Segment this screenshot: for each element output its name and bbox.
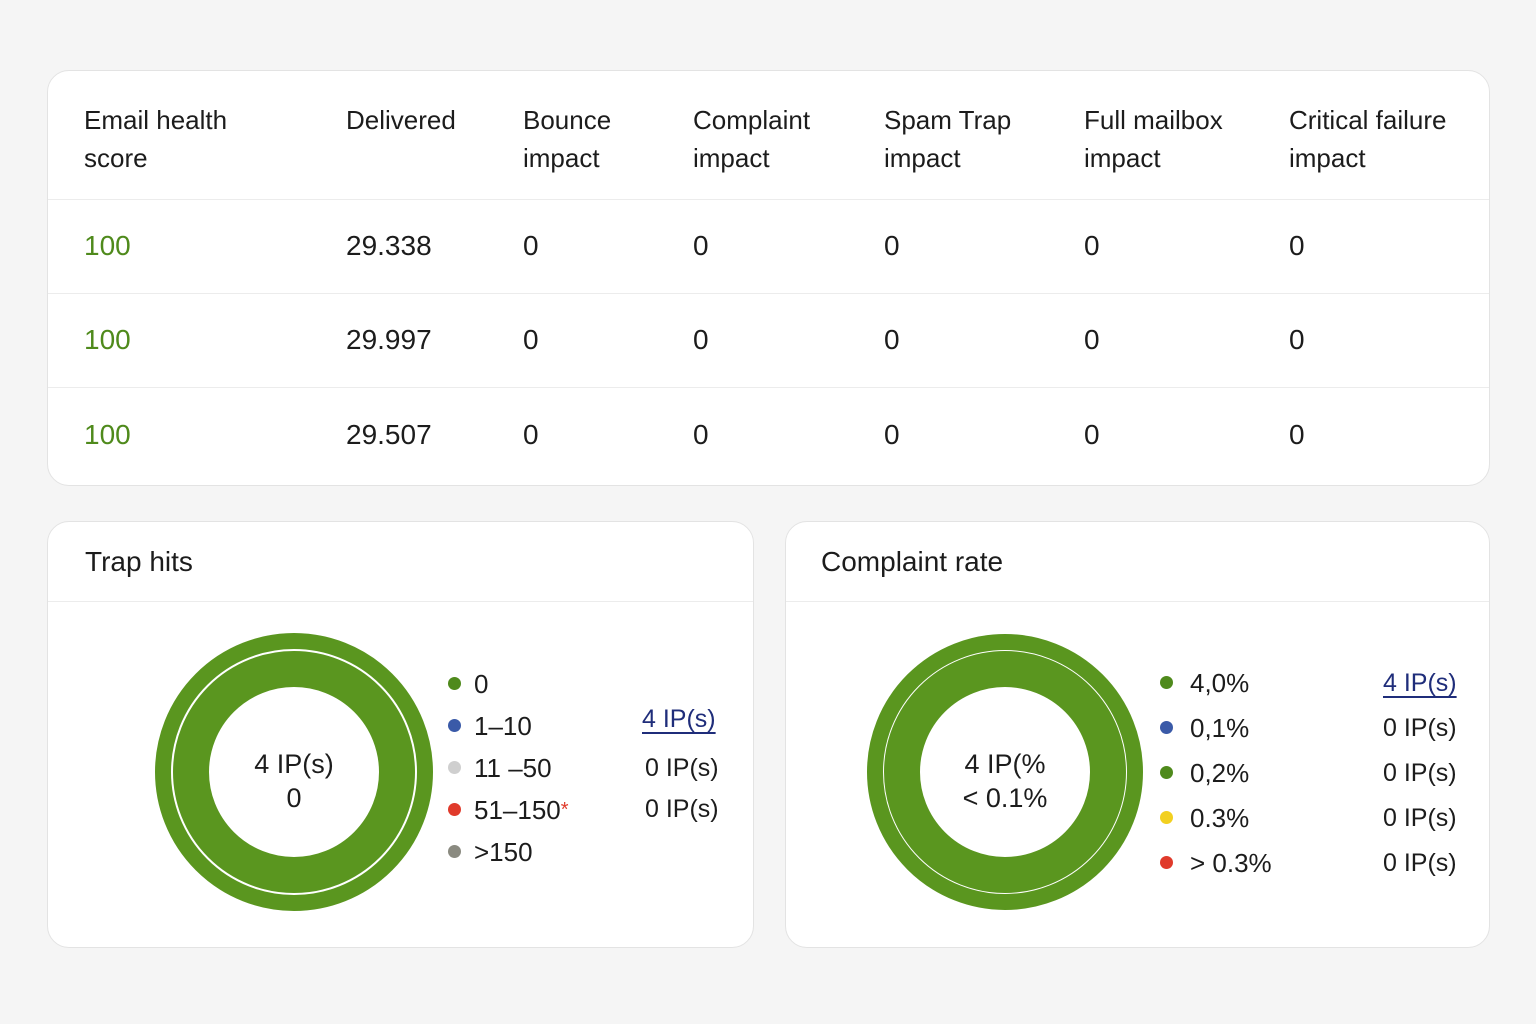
dot-icon xyxy=(1160,676,1173,689)
header-email-health-score: Email health score xyxy=(84,105,228,173)
ip-count-link[interactable]: 4 IP(s) xyxy=(642,705,716,733)
donut-center-ip-count: 4 IP(% xyxy=(964,749,1046,779)
table-row: 100 29.338 0 0 0 0 0 xyxy=(48,199,1489,294)
asterisk-icon: * xyxy=(560,799,569,821)
donut-inner-ring xyxy=(884,651,1126,893)
header-full-mailbox-impact: Full mailbox impact xyxy=(1084,105,1223,173)
legend-label: 0,1% xyxy=(1190,713,1250,743)
critical-failure-impact-cell: 0 xyxy=(1289,419,1305,450)
ip-count: 0 IP(s) xyxy=(645,754,719,782)
legend-label: 0,2% xyxy=(1190,758,1250,788)
dot-icon xyxy=(1160,811,1173,824)
legend-label: 1–10 xyxy=(474,711,532,741)
complaint-rate-card: Complaint rate 4 IP(% < 0.1% 4,0% 0,1% 0… xyxy=(785,521,1490,948)
header-critical-failure-impact: Critical failure impact xyxy=(1289,105,1447,173)
ip-count: 0 IP(s) xyxy=(645,795,719,823)
spam-trap-impact-cell: 0 xyxy=(884,230,900,261)
email-health-score-cell: 100 xyxy=(84,230,131,261)
donut-center-ip-count: 4 IP(s) xyxy=(254,749,334,779)
full-mailbox-impact-cell: 0 xyxy=(1084,230,1100,261)
complaint-impact-cell: 0 xyxy=(693,324,709,355)
email-health-score-cell: 100 xyxy=(84,324,131,355)
table-row: 100 29.507 0 0 0 0 0 xyxy=(48,388,1489,482)
donut-center-value: 0 xyxy=(286,783,302,813)
delivered-cell: 29.997 xyxy=(346,324,432,355)
dot-icon xyxy=(448,719,461,732)
dot-icon xyxy=(448,761,461,774)
spam-trap-impact-cell: 0 xyxy=(884,324,900,355)
trap-hits-donut-chart xyxy=(155,633,433,911)
email-health-score-cell: 100 xyxy=(84,419,131,450)
trap-hits-card: Trap hits 4 IP(s) 0 0 1–10 11 –50 51–150… xyxy=(47,521,754,948)
table-row: 100 29.997 0 0 0 0 0 xyxy=(48,293,1489,388)
legend-label: 4,0% xyxy=(1190,668,1250,698)
ip-count: 0 IP(s) xyxy=(1383,759,1457,787)
critical-failure-impact-cell: 0 xyxy=(1289,230,1305,261)
header-delivered: Delivered xyxy=(346,105,456,135)
critical-failure-impact-cell: 0 xyxy=(1289,324,1305,355)
complaint-rate-donut-chart xyxy=(867,634,1143,910)
legend-label: >150 xyxy=(474,837,533,867)
donut-center-label: 4 IP(s) 0 xyxy=(214,747,374,815)
full-mailbox-impact-cell: 0 xyxy=(1084,419,1100,450)
legend-label: 0 xyxy=(474,669,489,699)
legend-label: > 0.3% xyxy=(1190,848,1272,878)
legend-label: 51–150* xyxy=(474,795,569,825)
spam-trap-impact-cell: 0 xyxy=(884,419,900,450)
dot-icon xyxy=(1160,856,1173,869)
ip-count: 0 IP(s) xyxy=(1383,804,1457,832)
card-divider xyxy=(786,601,1489,602)
donut-center-label: 4 IP(% < 0.1% xyxy=(925,747,1085,815)
bounce-impact-cell: 0 xyxy=(523,230,539,261)
header-bounce-impact: Bounce impact xyxy=(523,105,612,173)
ip-count: 0 IP(s) xyxy=(1383,849,1457,877)
delivered-cell: 29.338 xyxy=(346,230,432,261)
dot-icon xyxy=(448,803,461,816)
header-spam-trap-impact: Spam Trap impact xyxy=(884,105,1012,173)
metrics-table-header: Email health score Delivered Bounce impa… xyxy=(48,71,1489,200)
legend-label: 11 –50 xyxy=(474,753,552,783)
dot-icon xyxy=(448,845,461,858)
header-complaint-impact: Complaint impact xyxy=(693,105,811,173)
delivered-cell: 29.507 xyxy=(346,419,432,450)
donut-outer-ring xyxy=(867,634,1143,910)
complaint-impact-cell: 0 xyxy=(693,230,709,261)
donut-outer-ring xyxy=(155,633,433,911)
dot-icon xyxy=(1160,766,1173,779)
donut-inner-ring xyxy=(173,651,415,893)
bounce-impact-cell: 0 xyxy=(523,324,539,355)
ip-count: 0 IP(s) xyxy=(1383,714,1457,742)
ip-count-link[interactable]: 4 IP(s) xyxy=(1383,669,1457,697)
card-divider xyxy=(48,601,753,602)
donut-center-value: < 0.1% xyxy=(962,783,1048,813)
bounce-impact-cell: 0 xyxy=(523,419,539,450)
complaint-impact-cell: 0 xyxy=(693,419,709,450)
trap-hits-title: Trap hits xyxy=(85,546,193,577)
complaint-rate-title: Complaint rate xyxy=(821,546,1004,577)
full-mailbox-impact-cell: 0 xyxy=(1084,324,1100,355)
legend-label: 0.3% xyxy=(1190,803,1250,833)
metrics-table-card: Email health score Delivered Bounce impa… xyxy=(47,70,1490,486)
dot-icon xyxy=(1160,721,1173,734)
dot-icon xyxy=(448,677,461,690)
